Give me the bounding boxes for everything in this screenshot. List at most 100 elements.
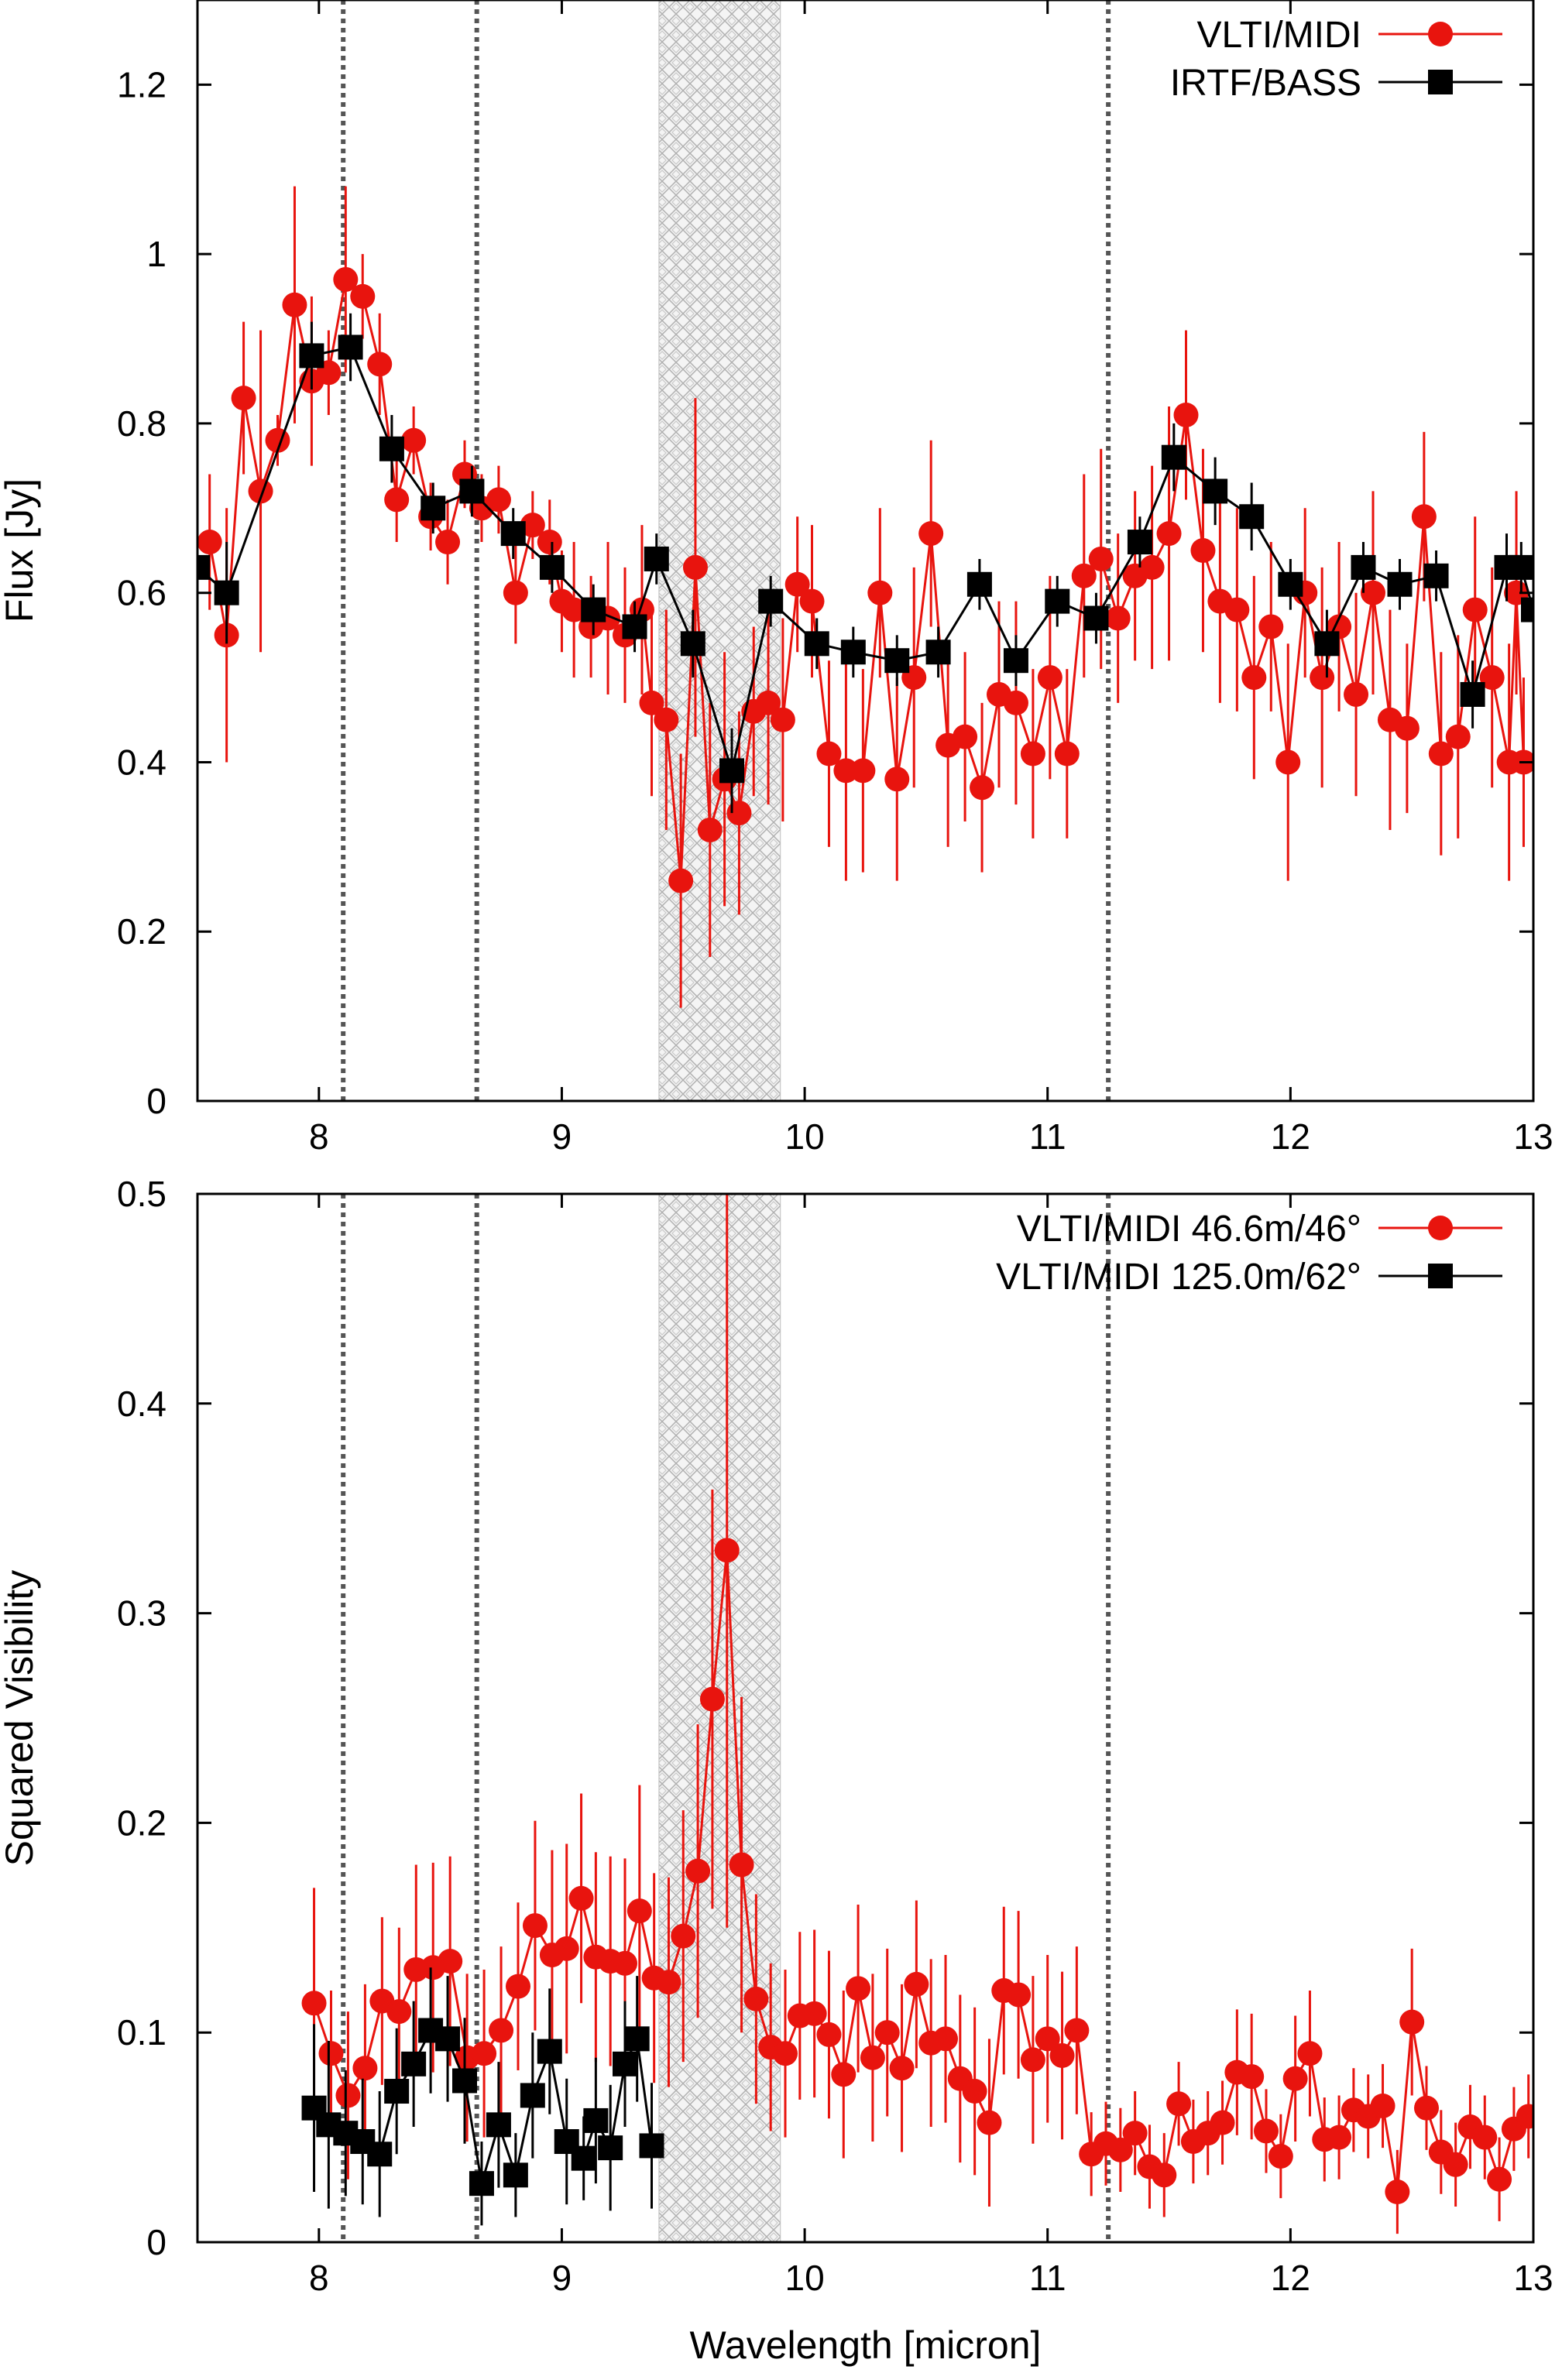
data-point-circle	[1006, 1982, 1032, 2008]
y-tick-label: 1.2	[117, 64, 166, 105]
data-point-circle	[977, 2110, 1002, 2135]
x-tick-label: 8	[309, 1116, 329, 1157]
shaded-band	[658, 0, 781, 1102]
data-point-circle	[962, 2079, 987, 2104]
data-point-circle	[682, 554, 708, 580]
data-point-circle	[1327, 2125, 1352, 2150]
legend-marker-square	[1428, 70, 1453, 94]
y-axis-label: Flux [Jy]	[0, 478, 41, 622]
data-point-square	[571, 2145, 596, 2171]
y-tick-label: 0.2	[117, 1802, 166, 1843]
data-point-circle	[1035, 2026, 1060, 2052]
data-point-square	[1127, 530, 1152, 555]
x-axis-label: Wavelength [micron]	[690, 2323, 1042, 2367]
data-point-circle	[656, 1970, 681, 1995]
data-point-square	[966, 571, 992, 597]
data-point-circle	[953, 724, 978, 749]
data-point-circle	[884, 766, 910, 792]
bottom-panel: 8 9 10 11 12 13 0 0.1 0.2 0.3 0.4 0.5 Squared Visibi…	[0, 1174, 1553, 2367]
legend-label: VLTI/MIDI	[1197, 15, 1361, 56]
legend: VLTI/MIDI IRTF/BASS	[1170, 15, 1502, 104]
data-point-square	[421, 496, 446, 521]
data-point-square	[884, 648, 910, 674]
data-point-circle	[1370, 2093, 1396, 2118]
data-point-square	[214, 580, 239, 605]
data-point-circle	[802, 2001, 827, 2026]
data-point-circle	[613, 1950, 637, 1976]
data-point-square	[1387, 571, 1413, 597]
data-point-square	[644, 546, 669, 571]
data-point-circle	[726, 801, 752, 826]
data-point-circle	[1241, 665, 1267, 691]
data-point-circle	[831, 2062, 857, 2087]
data-point-circle	[1385, 2179, 1410, 2205]
data-point-circle	[1064, 2018, 1090, 2043]
data-point-circle	[816, 2022, 842, 2047]
data-point-circle	[729, 1852, 754, 1878]
data-point-circle	[1156, 521, 1182, 547]
data-point-circle	[520, 513, 545, 538]
data-point-circle	[1411, 504, 1437, 530]
data-point-circle	[435, 530, 461, 555]
data-point-circle	[1037, 665, 1063, 691]
data-point-circle	[1139, 554, 1165, 580]
data-point-circle	[654, 707, 679, 732]
data-point-circle	[685, 1858, 711, 1884]
data-point-square	[622, 614, 647, 640]
x-tick-label: 12	[1271, 1116, 1310, 1157]
data-point-square	[1161, 444, 1186, 470]
data-point-square	[197, 554, 210, 580]
x-tick-label: 9	[552, 1116, 572, 1157]
data-point-circle	[1479, 665, 1505, 691]
series-line	[197, 345, 1533, 776]
data-point-circle	[933, 2026, 958, 2052]
data-point-circle	[1428, 741, 1454, 766]
data-point-circle	[1361, 580, 1385, 605]
data-point-circle	[1224, 597, 1250, 622]
y-tick-label: 1	[146, 234, 166, 274]
data-point-circle	[850, 758, 876, 784]
y-tick-label: 0.2	[117, 911, 166, 952]
series-layer	[197, 186, 1562, 1008]
data-point-circle	[1003, 690, 1028, 715]
x-tick-label: 8	[309, 2258, 329, 2298]
data-point-circle	[486, 487, 511, 513]
data-point-circle	[438, 1949, 463, 1974]
plot-frame	[196, 1192, 1535, 2244]
data-point-circle	[1344, 681, 1369, 707]
data-point-square	[1003, 648, 1028, 674]
data-point-circle	[860, 2045, 885, 2070]
data-point-square	[1550, 581, 1562, 605]
data-point-square	[338, 334, 363, 360]
data-point-circle	[318, 2041, 344, 2066]
data-point-circle	[1166, 2091, 1192, 2117]
data-point-circle	[333, 266, 359, 292]
data-point-circle	[503, 580, 528, 605]
data-point-circle	[335, 2083, 361, 2108]
data-point-square	[719, 758, 744, 784]
y-tick-label: 0.8	[117, 403, 166, 444]
data-point-square	[1351, 554, 1376, 580]
data-point-circle	[918, 521, 944, 547]
data-point-circle	[743, 1986, 769, 2011]
data-point-circle	[537, 530, 562, 555]
data-point-square	[680, 631, 705, 657]
y-tick-label: 0.1	[117, 2012, 166, 2052]
data-point-square	[469, 2171, 494, 2197]
data-point-square	[384, 2079, 410, 2104]
data-point-square	[459, 478, 485, 504]
data-point-circle	[1399, 2009, 1425, 2035]
data-point-circle	[1487, 2166, 1512, 2192]
data-point-circle	[1173, 402, 1199, 427]
y-tick-label: 0.6	[117, 573, 166, 613]
data-point-circle	[699, 1686, 725, 1712]
data-point-square	[758, 588, 784, 614]
data-point-circle	[1394, 715, 1420, 741]
data-point-circle	[874, 2020, 900, 2046]
data-point-circle	[1122, 2121, 1148, 2146]
x-tick-label: 12	[1271, 2258, 1310, 2298]
data-point-circle	[384, 487, 410, 513]
data-point-square	[299, 343, 324, 369]
data-point-square	[925, 640, 951, 665]
legend-marker-circle	[1428, 22, 1453, 46]
